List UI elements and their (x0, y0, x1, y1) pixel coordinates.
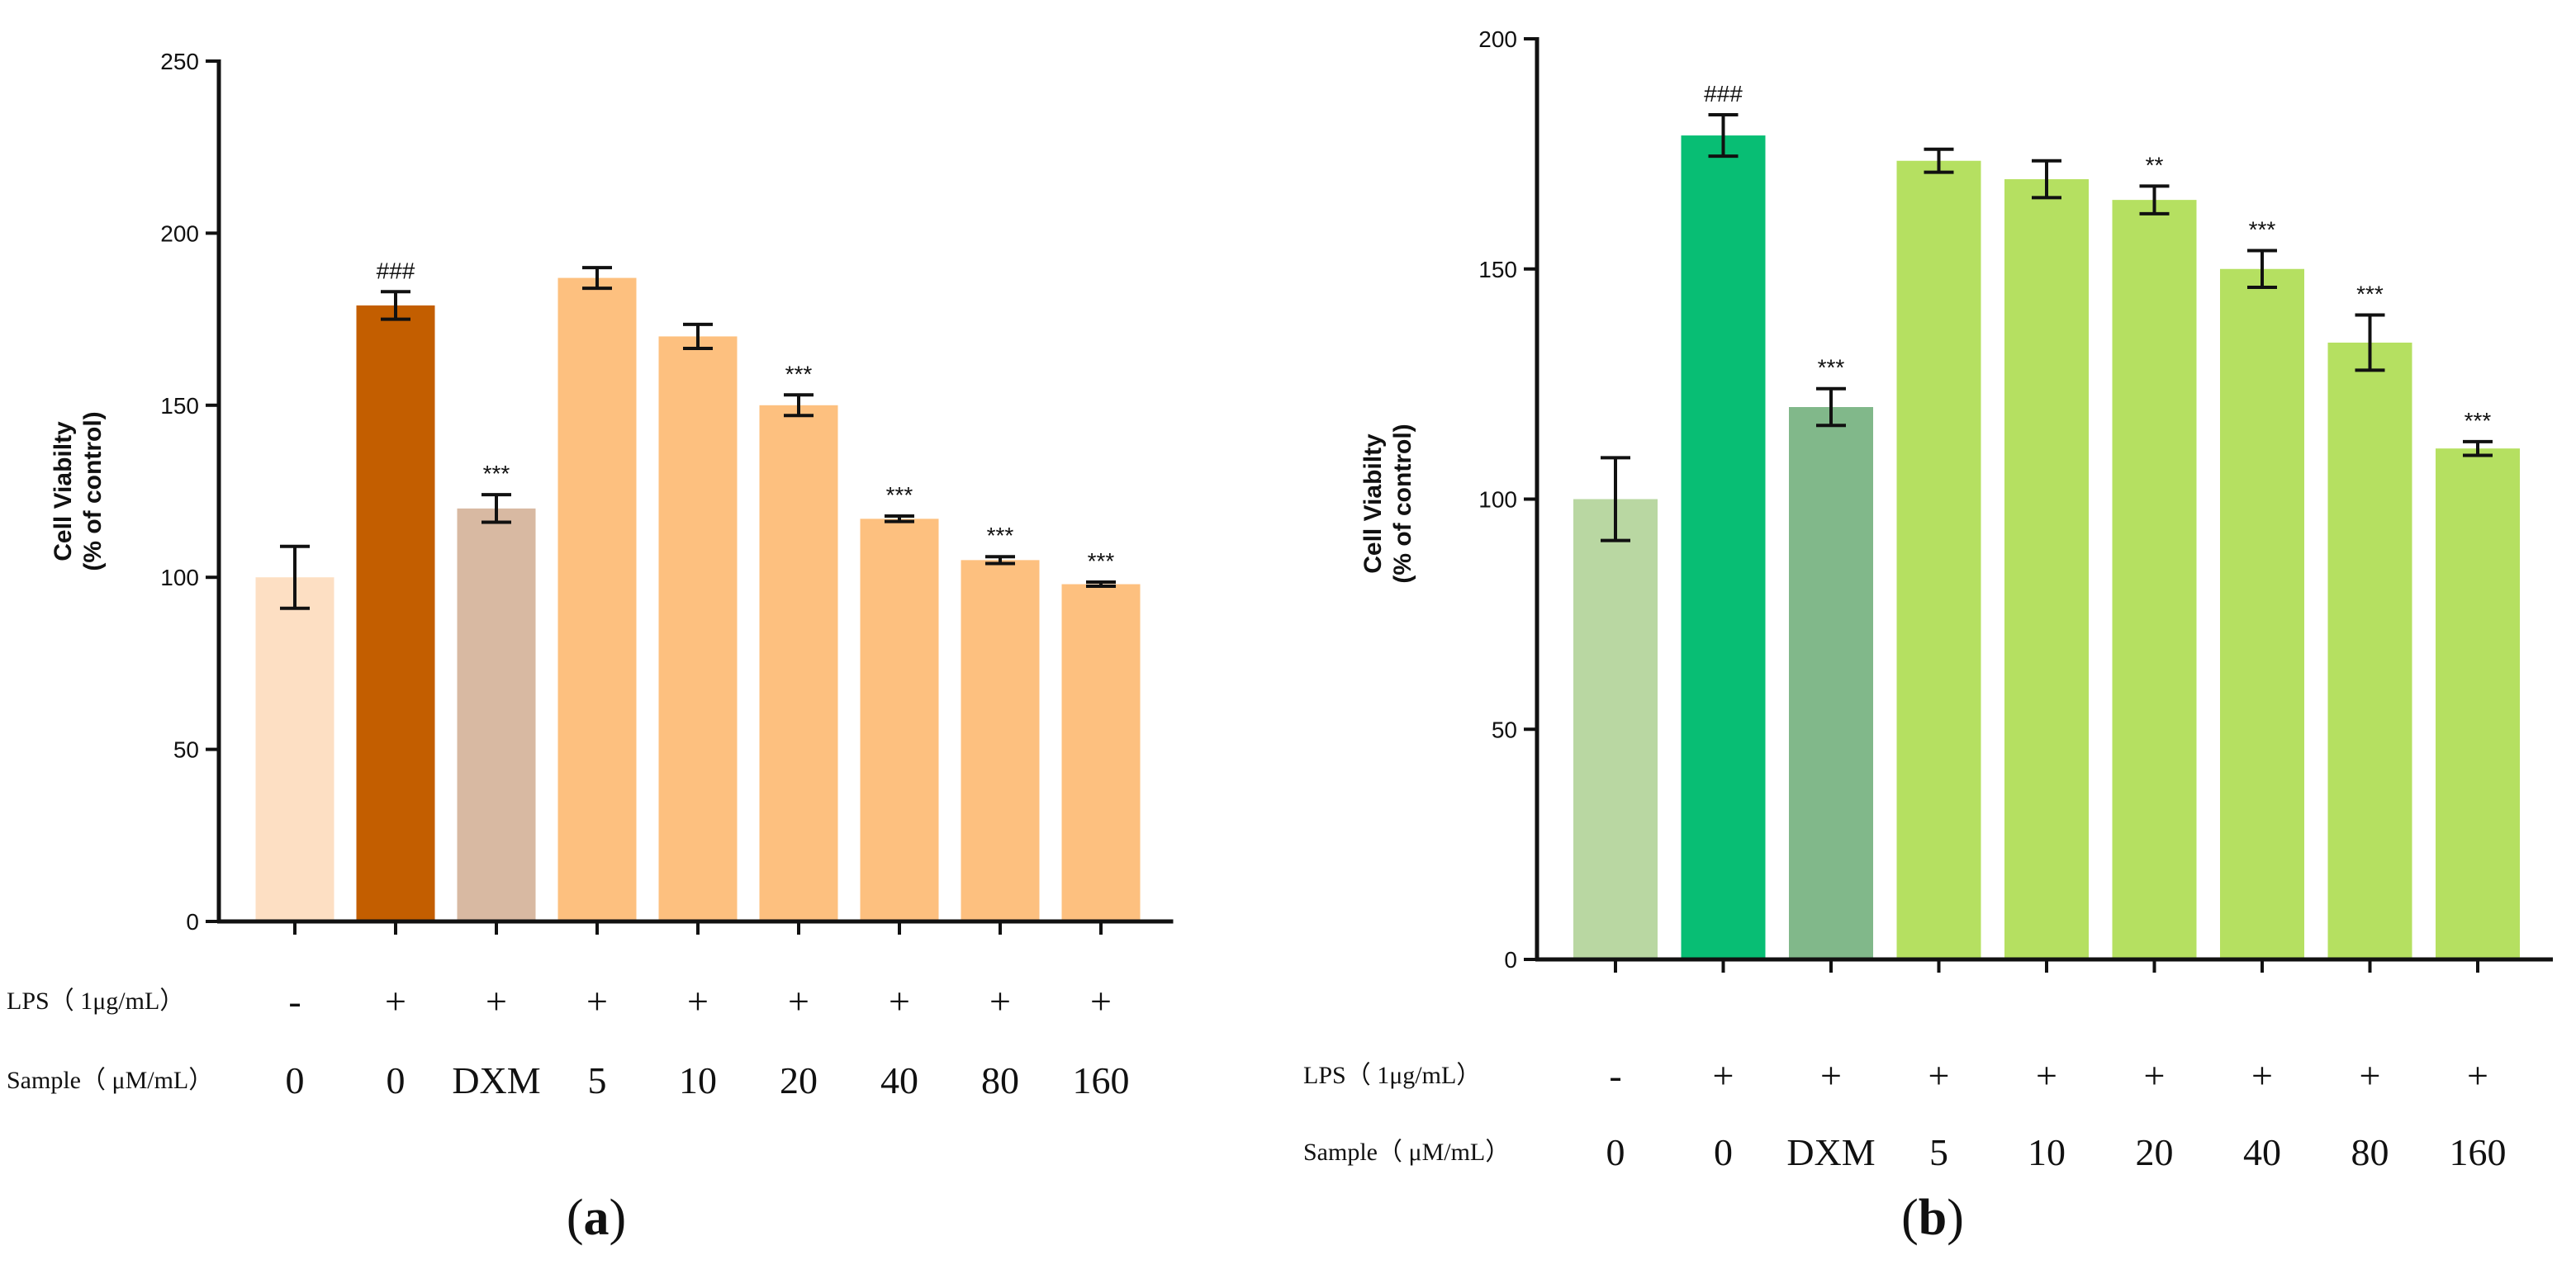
sample-row-label: Sample（ μM/mL） (1303, 1139, 1510, 1166)
bar-160 (1061, 584, 1141, 921)
lps-value: + (687, 980, 709, 1022)
bar-10 (2004, 179, 2089, 960)
bar-DXM (457, 508, 536, 921)
panel-label-part: ( (567, 1190, 584, 1246)
bar-5 (557, 277, 637, 922)
sample-value: 160 (1073, 1059, 1130, 1101)
lps-row-label: LPS（ 1μg/mL） (7, 987, 184, 1015)
sample-value: 10 (2028, 1131, 2066, 1173)
lps-value: + (2251, 1054, 2273, 1096)
y-tick-label: 200 (160, 220, 199, 246)
panel-label-part: a (584, 1190, 610, 1246)
lps-row-label: LPS（ 1μg/mL） (1303, 1062, 1481, 1089)
bar-0 (255, 577, 334, 921)
y-tick-label: 200 (1478, 26, 1517, 52)
sample-value: 40 (2243, 1131, 2281, 1173)
sample-row-label: Sample（ μM/mL） (7, 1067, 213, 1094)
sample-value: 0 (1714, 1131, 1733, 1173)
bar-20 (759, 405, 838, 921)
significance-label: *** (987, 523, 1014, 548)
sample-value: 5 (588, 1059, 607, 1101)
panel-label-part: b (1919, 1190, 1947, 1246)
sample-value: 20 (2136, 1131, 2174, 1173)
significance-label: *** (2356, 282, 2384, 307)
y-tick-label: 100 (1478, 487, 1517, 513)
lps-value: + (586, 980, 608, 1022)
sample-value: 20 (780, 1059, 818, 1101)
significance-label: *** (483, 461, 510, 486)
panel-label-part: ) (610, 1190, 627, 1246)
significance-label: *** (1818, 355, 1845, 381)
panel-label: (a) (567, 1190, 626, 1246)
y-axis-title-line1: Cell Viabilty (50, 421, 77, 561)
bar-DXM (1789, 407, 1873, 959)
significance-label: ### (1704, 81, 1743, 107)
sample-value: 80 (2351, 1131, 2389, 1173)
panel-label-part: ) (1947, 1190, 1964, 1246)
bar-40 (2220, 268, 2304, 959)
panel-label: (b) (1901, 1190, 1964, 1246)
lps-value: + (889, 980, 910, 1022)
sample-value: 160 (2450, 1131, 2507, 1173)
lps-value: + (1090, 980, 1112, 1022)
bar-80 (961, 560, 1040, 921)
lps-value: + (788, 980, 809, 1022)
y-tick-label: 50 (1492, 717, 1517, 742)
bar-0 (1681, 135, 1766, 959)
y-axis-title-line2: (% of control) (79, 411, 107, 571)
significance-label: ** (2146, 152, 2164, 178)
y-axis-title-line1: Cell Viabilty (1359, 433, 1387, 574)
significance-label: *** (886, 482, 913, 508)
bar-80 (2327, 342, 2412, 959)
lps-value: + (1820, 1054, 1842, 1096)
sample-value: 80 (981, 1059, 1019, 1101)
y-tick-label: 0 (186, 909, 199, 935)
significance-label: ### (377, 258, 415, 283)
significance-label: *** (785, 361, 813, 386)
lps-value: + (2144, 1054, 2166, 1096)
panel-label-part: ( (1901, 1190, 1919, 1246)
lps-value: + (989, 980, 1011, 1022)
bar-10 (658, 336, 738, 921)
lps-value: + (2467, 1054, 2488, 1096)
significance-label: *** (2465, 408, 2492, 433)
bar-5 (1896, 160, 1981, 960)
lps-value: + (385, 980, 406, 1022)
sample-value: 5 (1929, 1131, 1948, 1173)
significance-label: *** (2249, 216, 2276, 242)
sample-value: DXM (452, 1059, 540, 1101)
sample-value: DXM (1786, 1131, 1875, 1173)
y-tick-label: 250 (160, 49, 199, 74)
sample-value: 0 (387, 1059, 406, 1101)
lps-value: - (1609, 1054, 1621, 1096)
lps-value: + (1713, 1054, 1734, 1096)
y-tick-label: 150 (1478, 257, 1517, 282)
lps-value: + (2036, 1054, 2057, 1096)
y-tick-label: 150 (160, 393, 199, 419)
bar-40 (860, 519, 939, 921)
lps-value: + (2360, 1054, 2381, 1096)
sample-value: 0 (286, 1059, 305, 1101)
sample-value: 40 (880, 1059, 918, 1101)
sample-value: 0 (1606, 1131, 1625, 1173)
significance-label: *** (1088, 548, 1115, 574)
bar-20 (2112, 200, 2197, 959)
y-tick-label: 0 (1504, 947, 1517, 973)
lps-value: + (1928, 1054, 1950, 1096)
y-tick-label: 100 (160, 565, 199, 590)
bar-160 (2436, 448, 2520, 959)
y-axis-title-line2: (% of control) (1389, 424, 1416, 583)
sample-value: 10 (679, 1059, 717, 1101)
lps-value: - (288, 980, 301, 1022)
lps-value: + (486, 980, 507, 1022)
bar-0 (356, 305, 435, 922)
bar-0 (1573, 499, 1658, 959)
y-tick-label: 50 (173, 737, 199, 763)
